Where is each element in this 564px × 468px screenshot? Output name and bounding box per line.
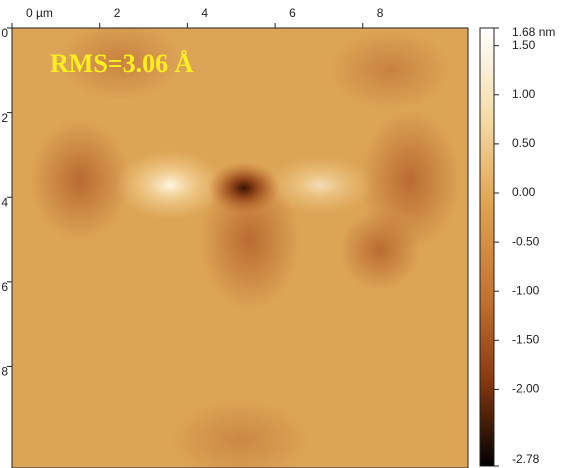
y-tick-label: 0 <box>1 26 8 40</box>
colorbar-tick-label: -0.50 <box>512 234 540 248</box>
colorbar-tick-label: -2.00 <box>512 382 540 396</box>
colorbar-tick-label: 0.50 <box>512 136 536 150</box>
colorbar-tick-label: 1.00 <box>512 87 536 101</box>
x-tick-label: 0 µm <box>26 6 53 20</box>
colorbar-limit-label: -2.78 <box>512 452 540 466</box>
colorbar-limit-label: 1.68 nm <box>512 25 555 39</box>
annotation: RMS=3.06 Å <box>50 49 194 78</box>
afm-image <box>12 28 468 468</box>
x-tick-label: 4 <box>201 6 208 20</box>
y-tick-label: 2 <box>1 111 8 125</box>
colorbar <box>479 27 495 467</box>
colorbar-tick-label: 0.00 <box>512 185 536 199</box>
colorbar-tick-label: -1.50 <box>512 332 540 346</box>
y-tick-label: 8 <box>1 365 8 379</box>
y-tick-label: 6 <box>1 280 8 294</box>
x-tick-label: 2 <box>114 6 121 20</box>
x-tick-label: 8 <box>377 6 384 20</box>
colorbar-tick-label: 1.50 <box>512 38 536 52</box>
y-tick-label: 4 <box>1 195 8 209</box>
x-tick-label: 6 <box>289 6 296 20</box>
colorbar-tick-label: -1.00 <box>512 283 540 297</box>
image-frame <box>11 27 469 468</box>
